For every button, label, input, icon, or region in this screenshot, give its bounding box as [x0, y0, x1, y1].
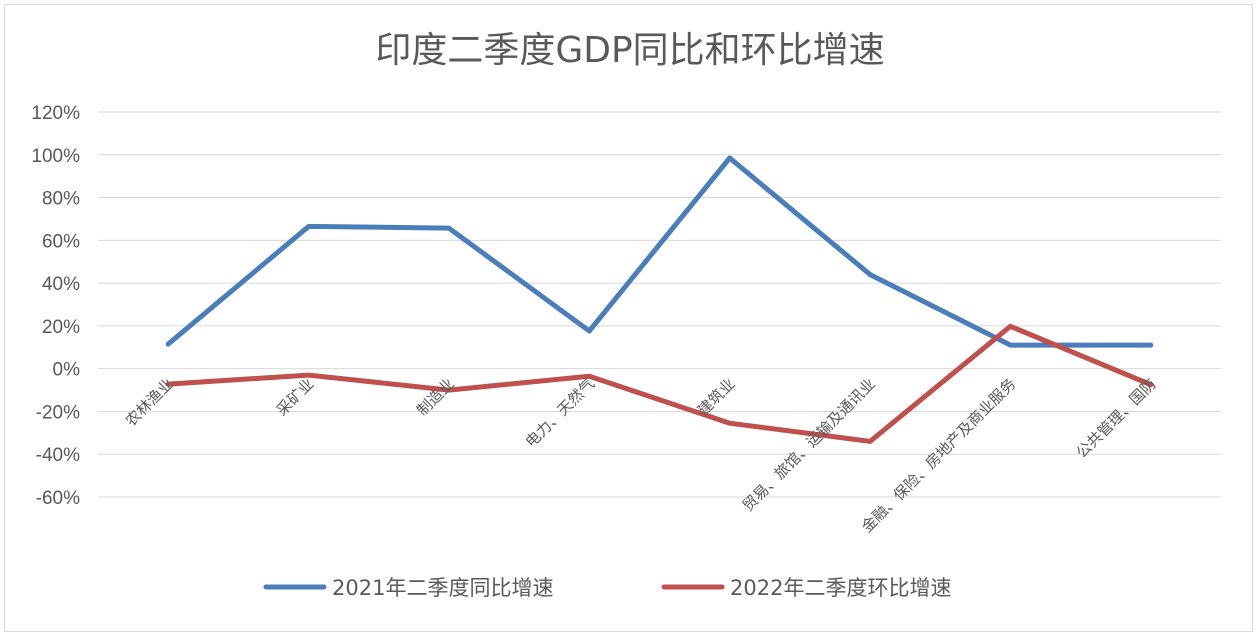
series-line-2 [165, 323, 1154, 444]
y-tick-label: 0% [53, 360, 81, 381]
y-tick-label: 60% [42, 231, 80, 252]
series-line-1 [165, 155, 1154, 348]
y-tick-label: 40% [42, 274, 80, 295]
x-axis-category-labels: 农林渔业 采矿业 制造业 电力、天然气 建筑业 贸易、旅馆、运输及通讯业金融、保险、房地产… [122, 375, 1160, 536]
x-category-label: 制造业 [413, 375, 458, 420]
x-category-label: 采矿业 [273, 375, 318, 420]
y-tick-label: 20% [42, 317, 80, 338]
legend-label-1: 2021年二季度同比增速 [332, 576, 553, 600]
legend-label-2: 2022年二季度环比增速 [730, 576, 951, 600]
x-category-label: 贸易、旅馆、运输及通讯业 [739, 375, 879, 515]
x-category-label: 电力、天然气 [522, 375, 598, 451]
chart-frame [4, 4, 1253, 632]
y-tick-label: 100% [31, 146, 80, 167]
y-tick-label: -60% [36, 488, 80, 509]
x-category-label: 建筑业 [694, 375, 739, 420]
y-axis-ticks: 120% 100% 80% 60% 40% 20% 0% -20% -40% -60% [31, 103, 80, 509]
y-tick-label: -40% [36, 445, 80, 466]
series-lines [165, 155, 1154, 444]
x-category-label: 农林渔业 [122, 375, 177, 430]
chart-title: 印度二季度GDP同比和环比增速 [375, 30, 884, 71]
x-category-label: 公共管理、国防 [1073, 375, 1160, 462]
y-tick-label: 120% [31, 103, 80, 124]
legend: 2021年二季度同比增速 2022年二季度环比增速 [263, 576, 951, 600]
gridlines [98, 111, 1221, 498]
x-category-label: 金融、保险、房地产及商业服务 [858, 375, 1019, 536]
y-tick-label: 80% [42, 189, 80, 210]
y-tick-label: -20% [36, 402, 80, 423]
